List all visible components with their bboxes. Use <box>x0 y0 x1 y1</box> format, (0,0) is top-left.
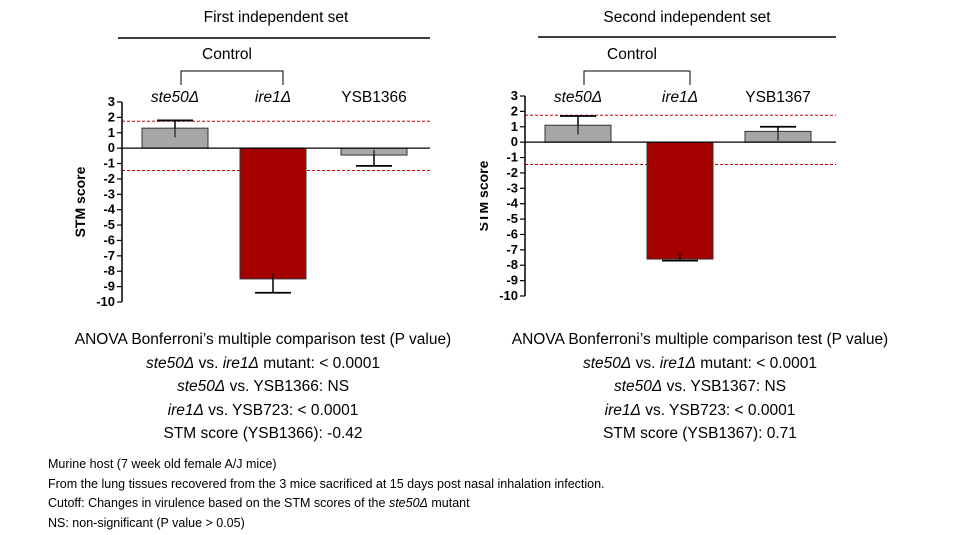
note-cutoff: Cutoff: Changes in virulence based on th… <box>48 496 470 510</box>
category-label: ste50Δ <box>554 89 602 106</box>
chart-svg: First independent set Control ste50Δ ire1Δ Y… <box>72 9 430 309</box>
category-label: ire1Δ <box>662 89 698 106</box>
chart-title: Second independent set <box>603 9 771 26</box>
control-bracket <box>180 70 284 85</box>
bar <box>646 141 714 260</box>
y-tick-label: -6 <box>103 232 115 247</box>
y-tick-label: -4 <box>103 202 115 217</box>
y-tick-label: -10 <box>96 294 115 309</box>
anova-results-second-set: ANOVA Bonferroni’s multiple comparison t… <box>480 328 920 446</box>
note-host: Murine host (7 week old female A/J mice) <box>48 457 277 471</box>
y-tick-label: 2 <box>511 103 518 118</box>
anova-line: ste50Δ vs. ire1Δ mutant: < 0.0001 <box>582 354 818 372</box>
anova-line: ste50Δ vs. ire1Δ mutant: < 0.0001 <box>145 354 381 372</box>
note-ns: NS: non-significant (P value > 0.05) <box>48 515 245 530</box>
y-tick-label: 0 <box>511 134 518 149</box>
chart-panel-first-set: First independent set Control ste50Δ ire1Δ Y… <box>0 0 480 330</box>
anova-line: ire1Δ vs. YSB723: < 0.0001 <box>604 401 796 419</box>
note-tissue: From the lung tissues recovered from the… <box>48 476 605 491</box>
y-tick-label: 0 <box>108 140 115 155</box>
anova-line: ste50Δ vs. YSB1367: NS <box>613 378 787 395</box>
y-tick-label: -10 <box>499 288 518 303</box>
y-tick-label: -2 <box>103 171 115 186</box>
y-tick-label: 1 <box>511 119 518 134</box>
anova-results-first-set: ANOVA Bonferroni’s multiple comparison t… <box>43 328 483 446</box>
group-label-control: Control <box>607 46 657 63</box>
y-tick-label: -4 <box>506 196 518 211</box>
control-bracket <box>583 70 691 85</box>
y-tick-label: 1 <box>108 125 115 140</box>
anova-heading: ANOVA Bonferroni’s multiple comparison t… <box>511 331 889 348</box>
category-label: ire1Δ <box>255 89 291 106</box>
y-tick-label: 3 <box>108 94 115 109</box>
category-label: ste50Δ <box>151 89 199 106</box>
chart-panel-second-set: Second independent set Control ste50Δ ire1Δ… <box>480 0 960 330</box>
footnotes: Murine host (7 week old female A/J mice)… <box>48 455 605 533</box>
anova-line: ire1Δ vs. YSB723: < 0.0001 <box>167 401 359 419</box>
chart-title: First independent set <box>204 9 349 26</box>
y-tick-label: 2 <box>108 109 115 124</box>
anova-heading: ANOVA Bonferroni’s multiple comparison t… <box>74 331 452 348</box>
y-tick-label: -6 <box>506 226 518 241</box>
y-tick-label: -1 <box>506 150 518 165</box>
category-label: YSB1367 <box>745 89 811 106</box>
chart-svg: Second independent set Control ste50Δ ire1Δ… <box>480 9 836 303</box>
y-tick-label: -7 <box>103 248 115 263</box>
y-tick-label: -7 <box>506 242 518 257</box>
y-tick-label: -3 <box>506 180 518 195</box>
y-tick-label: -9 <box>103 279 115 294</box>
y-tick-label: 3 <box>511 88 518 103</box>
y-tick-label: -9 <box>506 273 518 288</box>
bar <box>239 147 307 280</box>
group-label-control: Control <box>202 46 252 63</box>
y-tick-label: -5 <box>506 211 518 226</box>
y-tick-label: -5 <box>103 217 115 232</box>
y-axis-label: STM score <box>72 166 88 237</box>
y-tick-label: -2 <box>506 165 518 180</box>
y-tick-label: -8 <box>506 257 518 272</box>
stm-score-line: STM score (YSB1366): -0.42 <box>163 425 363 442</box>
y-tick-label: -1 <box>103 156 115 171</box>
anova-line: ste50Δ vs. YSB1366: NS <box>176 378 350 395</box>
category-label: YSB1366 <box>341 89 407 106</box>
y-tick-label: -8 <box>103 263 115 278</box>
y-axis-label: STM score <box>480 160 491 231</box>
stm-score-line: STM score (YSB1367): 0.71 <box>603 425 797 442</box>
y-tick-label: -3 <box>103 186 115 201</box>
